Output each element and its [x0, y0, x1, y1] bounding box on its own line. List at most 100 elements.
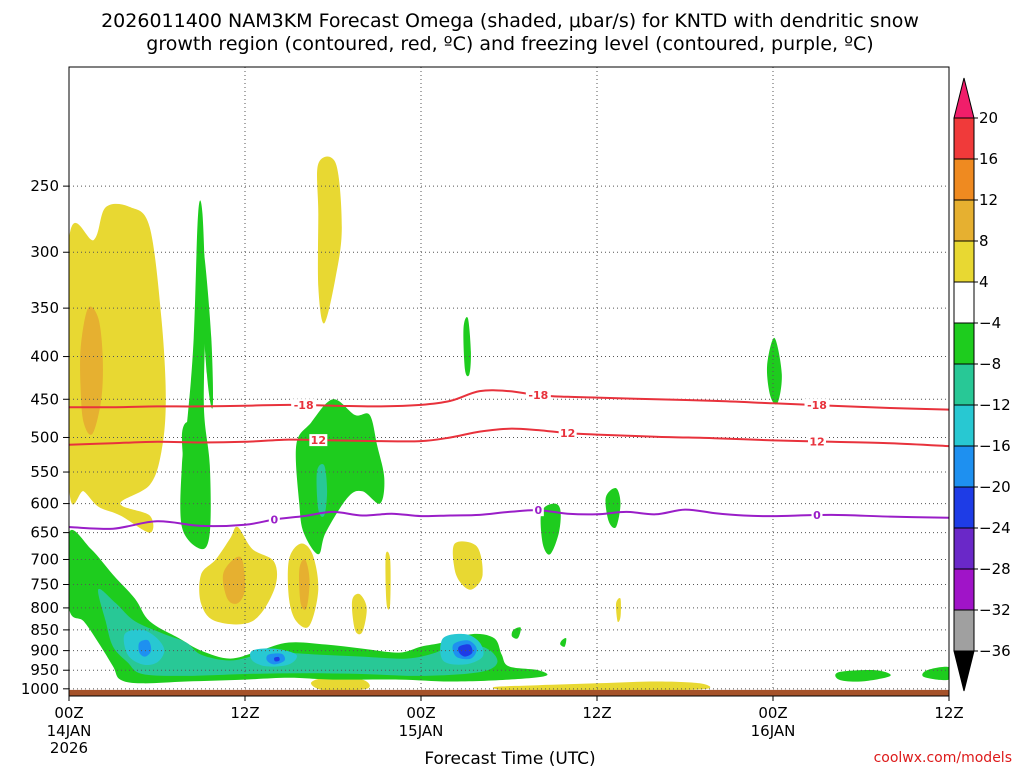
omega-neg-8-i: [766, 337, 782, 405]
omega-neg-8-e: [295, 399, 385, 555]
omega-pos-4-j: [492, 681, 711, 692]
x-tick-date: 14JAN: [47, 722, 92, 740]
omega-neg-12-e: [316, 464, 328, 517]
colorbar-box: [953, 199, 975, 242]
colorbar-label: −12: [979, 396, 1011, 414]
y-tick-label: 900: [30, 642, 59, 660]
colorbar-box: [953, 404, 975, 447]
omega-neg-8-h: [605, 488, 621, 529]
ground-below-surface: [69, 689, 949, 696]
dgz-top-label-bg: [804, 399, 830, 412]
omega-pos-4-i: [311, 677, 370, 691]
colorbar-label: −16: [979, 437, 1011, 455]
freezing-level-label: 0: [271, 514, 279, 527]
omega-neg-12-a: [98, 588, 498, 676]
omega-neg-8-c: [181, 422, 211, 533]
colorbar-box: [953, 527, 975, 570]
dgz-bottom-label: 12: [311, 434, 326, 447]
y-tick-label: 450: [30, 390, 59, 408]
y-tick-label: 850: [30, 621, 59, 639]
colorbar-box: [953, 117, 975, 160]
colorbar-label: −4: [979, 314, 1001, 332]
omega-pos-4-e: [351, 593, 367, 635]
x-tick-label: 00Z: [758, 704, 787, 722]
x-tick-label: 12Z: [230, 704, 259, 722]
dgz-top-label-bg: [291, 399, 317, 412]
colorbar-box: [953, 240, 975, 283]
y-tick-label: 600: [30, 495, 59, 513]
y-tick-label: 650: [30, 524, 59, 542]
y-tick-label: 800: [30, 599, 59, 617]
dgz-bottom-label-bg: [558, 427, 577, 440]
chart-title-line2: growth region (contoured, red, ºC) and f…: [146, 33, 873, 55]
colorbar-label: −24: [979, 519, 1011, 537]
dgz-top-label: -18: [528, 389, 548, 402]
omega-pos-4-f: [385, 551, 391, 610]
dgz-bottom-label-bg: [309, 434, 328, 447]
y-tick-label: 250: [30, 177, 59, 195]
colorbar-label: −32: [979, 601, 1011, 619]
colorbar-label: −8: [979, 355, 1001, 373]
omega-neg-8-g: [540, 503, 561, 555]
omega-neg-8-d: [199, 239, 214, 409]
dgz-bottom-label: 12: [560, 427, 575, 440]
dgz-bottom-label-bg: [808, 435, 826, 448]
omega-neg-24-b: [274, 656, 280, 662]
colorbar-box: [953, 158, 975, 201]
freezing-level-label-bg: [268, 513, 280, 526]
colorbar-label: 20: [979, 109, 998, 127]
y-tick-label: 400: [30, 348, 59, 366]
grid-lines: [68, 67, 949, 696]
omega-shading: [69, 156, 949, 692]
colorbar-box: [953, 445, 975, 488]
freezing-level-line: [69, 508, 949, 530]
omega-pos-4-b: [317, 156, 342, 324]
x-tick-year: 2026: [50, 739, 88, 757]
colorbar-label: 16: [979, 150, 998, 168]
colorbar-cap-bottom: [953, 650, 975, 692]
y-tick-label: 750: [30, 576, 59, 594]
dgz-top-line: [69, 389, 949, 411]
colorbar: 20 16 12 8 4 −4 −8 −12 −16 −20 −24 −28 −32 −36: [953, 77, 1011, 692]
omega-neg-20-a: [138, 639, 152, 657]
y-tick-label: 300: [30, 243, 59, 261]
x-tick-label: 12Z: [934, 704, 963, 722]
x-tick-date: 16JAN: [751, 722, 796, 740]
x-tick-date: 15JAN: [399, 722, 444, 740]
credit-text: coolwx.com/models: [874, 750, 1012, 766]
colorbar-box: [953, 281, 975, 324]
freezing-level-label-bg: [532, 504, 544, 517]
x-tick-label: 00Z: [54, 704, 83, 722]
x-axis-label: Forecast Time (UTC): [424, 749, 595, 768]
dgz-top-label-bg: [525, 389, 551, 402]
colorbar-box: [953, 322, 975, 365]
colorbar-label: −36: [979, 642, 1011, 660]
freezing-level-label: 0: [535, 504, 543, 517]
omega-pos-8-c: [222, 556, 246, 604]
omega-pos-4-h: [615, 597, 621, 623]
temperature-contours: -18 -18 -18 12 12 12 0 0 0: [69, 389, 949, 530]
y-tick-label: 700: [30, 550, 59, 568]
colorbar-label: −28: [979, 560, 1011, 578]
dgz-top-label: -18: [807, 399, 827, 412]
dgz-bottom-label: 12: [809, 435, 824, 448]
omega-neg-8-l: [835, 670, 891, 682]
omega-neg-8-f: [463, 316, 471, 377]
y-axis-ticks: 250 300 350 400 450 500 550 600 650 700 750 800 850 9…: [21, 177, 69, 698]
omega-pos-4-a: [69, 203, 166, 533]
colorbar-label: 12: [979, 191, 998, 209]
omega-neg-8-j: [511, 627, 521, 639]
chart-title-line1: 2026011400 NAM3KM Forecast Omega (shaded…: [101, 10, 919, 32]
omega-pos-8-d: [299, 559, 310, 610]
plot-frame: [68, 66, 950, 697]
colorbar-label: 4: [979, 273, 989, 291]
dgz-top-label: -18: [294, 399, 314, 412]
colorbar-label: 8: [979, 232, 989, 250]
y-tick-label: 950: [30, 661, 59, 679]
colorbar-box: [953, 609, 975, 652]
freezing-level-label: 0: [813, 509, 821, 522]
dgz-bottom-line: [69, 427, 949, 448]
colorbar-box: [953, 363, 975, 406]
omega-neg-8-k: [560, 638, 567, 647]
